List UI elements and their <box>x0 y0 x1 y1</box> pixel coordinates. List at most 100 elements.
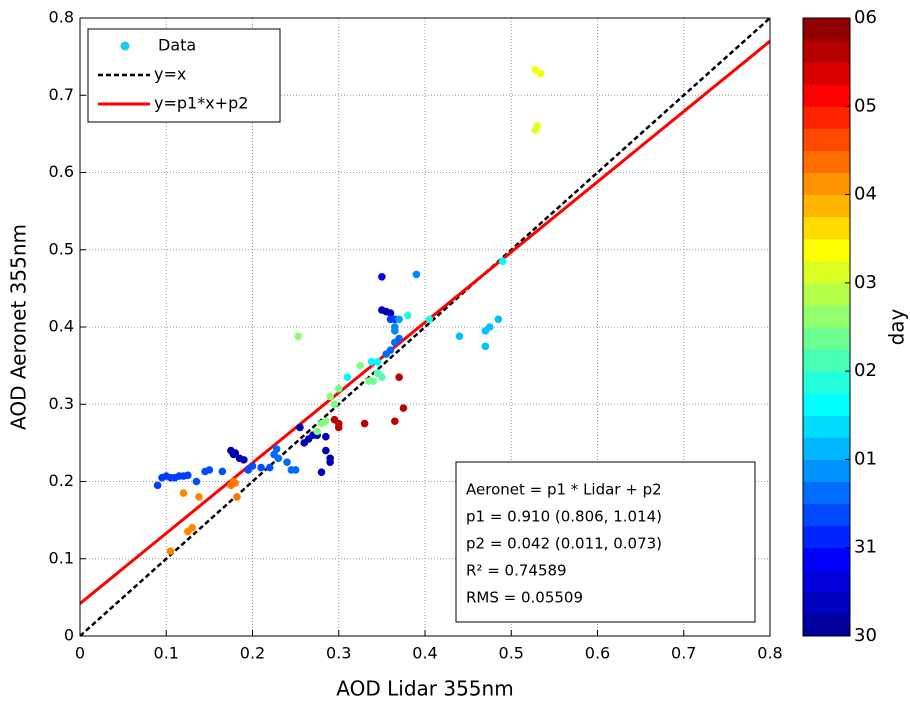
colorbar-tick-label: 05 <box>854 95 877 116</box>
data-point <box>218 467 227 476</box>
y-tick-label: 0.8 <box>49 8 74 27</box>
data-point <box>233 493 241 501</box>
y-tick-label: 0.3 <box>49 394 74 413</box>
annotation-line: RMS = 0.05509 <box>466 589 583 607</box>
data-point <box>272 445 281 453</box>
data-point <box>274 454 283 463</box>
colorbar-step <box>803 371 850 394</box>
data-point <box>330 400 339 409</box>
colorbar-step <box>803 327 850 350</box>
colorbar-step <box>803 216 850 240</box>
data-point <box>485 323 494 331</box>
y-tick-label: 0 <box>64 626 74 645</box>
data-point <box>317 468 326 477</box>
y-axis-label: AOD Aeronet 355nm <box>7 224 31 430</box>
data-point <box>334 385 343 393</box>
colorbar-tick-label: 01 <box>854 448 877 469</box>
colorbar-tick-label: 31 <box>854 537 877 558</box>
data-point <box>395 315 403 324</box>
colorbar-step <box>803 415 850 438</box>
colorbar-step <box>803 304 850 328</box>
x-tick-label: 0.5 <box>499 644 524 663</box>
colorbar-step <box>803 62 850 85</box>
colorbar-step <box>803 437 850 460</box>
line <box>80 40 770 605</box>
data-point <box>481 342 490 351</box>
colorbar-step <box>803 150 850 173</box>
data-point <box>184 471 192 480</box>
x-tick-label: 0.2 <box>240 644 265 663</box>
legend: Data y=x y=p1*x+p2 <box>87 28 281 123</box>
data-point <box>391 417 399 426</box>
data-point <box>378 272 386 281</box>
line <box>80 18 770 636</box>
colorbar-frame <box>802 17 851 637</box>
data-point <box>498 257 507 266</box>
colorbar-step <box>803 18 850 41</box>
x-tick-label: 0.6 <box>585 644 610 663</box>
y-tick-label: 0.1 <box>49 548 74 567</box>
data-point <box>322 417 330 426</box>
colorbar-step <box>803 393 850 416</box>
x-tick-label: 0.3 <box>326 644 351 663</box>
data-point <box>378 373 386 382</box>
annotation-box <box>455 461 756 623</box>
data-point <box>386 346 395 354</box>
colorbar-label: day <box>885 308 909 345</box>
y-tick-label: 0.6 <box>49 162 74 181</box>
data-point <box>296 423 304 432</box>
colorbar-tick-label: 30 <box>854 625 877 646</box>
data-point <box>533 122 541 130</box>
data-point <box>294 332 303 341</box>
colorbar-step <box>803 503 850 527</box>
colorbar-step <box>803 282 850 306</box>
x-tick-label: 0.1 <box>154 644 179 663</box>
data-point <box>231 449 240 457</box>
y-tick-label: 0.2 <box>49 471 74 490</box>
data-point <box>195 493 203 501</box>
data-point <box>205 466 214 474</box>
data-point <box>367 357 376 366</box>
x-axis-label: AOD Lidar 355nm <box>336 677 513 701</box>
data-point <box>248 462 257 470</box>
colorbar-step <box>803 40 850 63</box>
data-point <box>536 69 545 78</box>
data-point <box>166 547 175 555</box>
y-tick-label: 0.7 <box>49 85 74 104</box>
plot-frame <box>79 17 771 637</box>
colorbar-step <box>803 525 850 549</box>
colorbar-step <box>803 194 850 218</box>
data-point <box>356 361 365 370</box>
colorbar-step <box>803 84 850 107</box>
colorbar-step <box>803 260 850 284</box>
data-point <box>326 392 334 401</box>
legend-label: y=x <box>154 65 186 84</box>
colorbar-step <box>803 172 850 196</box>
data-point <box>395 334 403 343</box>
data-point <box>494 315 503 324</box>
colorbar-tick-label: 02 <box>854 360 877 381</box>
annotation-line: R² = 0.74589 <box>466 562 567 580</box>
colorbar-step <box>803 238 850 262</box>
x-tick-label: 0 <box>75 644 85 663</box>
data-point <box>326 458 334 466</box>
annotation-line: p1 = 0.910 (0.806, 1.014) <box>466 508 662 526</box>
data-point <box>322 432 330 441</box>
data-point <box>192 477 201 486</box>
data-point <box>403 311 412 320</box>
annotation-line: Aeronet = p1 * Lidar + p2 <box>466 481 662 499</box>
data-point <box>391 323 399 331</box>
data-point <box>257 463 265 472</box>
data-point <box>291 466 300 474</box>
legend-label: Data <box>158 36 196 55</box>
colorbar-step <box>803 128 850 151</box>
data-point <box>179 489 188 497</box>
data-point <box>240 456 248 464</box>
x-tick-label: 0.7 <box>671 644 696 663</box>
annotation-line: p2 = 0.042 (0.011, 0.073) <box>466 535 662 553</box>
data-point <box>334 419 343 428</box>
data-point <box>425 315 434 324</box>
data-point <box>322 446 330 455</box>
data-point <box>313 427 321 436</box>
